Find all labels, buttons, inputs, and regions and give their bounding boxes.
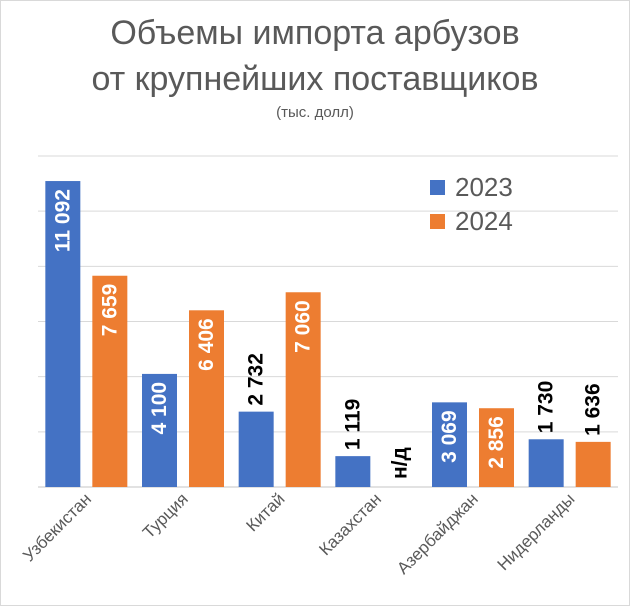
bar-2024-1 [189, 310, 224, 487]
data-label-na: н/д [388, 447, 411, 479]
data-label: 1 119 [341, 399, 364, 450]
data-label: 7 060 [292, 300, 315, 353]
data-label: 1 636 [582, 383, 605, 436]
bar-2023-2 [238, 411, 274, 487]
bar-2024-2 [285, 292, 321, 487]
data-label: 2 856 [485, 416, 508, 469]
category-label: Нидерланды [494, 489, 579, 574]
category-label: Азербайджан [393, 489, 482, 578]
legend-swatch-2024 [430, 214, 445, 229]
legend-item-2023: 2023 [430, 172, 513, 203]
legend-swatch-2023 [430, 180, 445, 195]
bar-2023-0 [45, 181, 81, 488]
data-label: 7 659 [98, 284, 121, 337]
data-label: 11 092 [51, 189, 74, 252]
legend-label-2023: 2023 [455, 172, 513, 202]
data-label: 2 732 [245, 353, 268, 406]
chart-title: Объемы импорта арбузов [110, 14, 520, 52]
category-label: Турция [139, 489, 192, 542]
data-label: 4 100 [148, 382, 171, 435]
bar-2024-0 [92, 275, 128, 487]
category-label: Китай [243, 489, 289, 535]
bar-2023-4 [432, 402, 467, 487]
category-label: Узбекистан [19, 489, 95, 565]
data-label: 6 406 [195, 318, 218, 371]
legend-label-2024: 2024 [455, 206, 513, 236]
bar-2023-1 [142, 373, 177, 487]
bar-2023-5 [528, 439, 564, 487]
data-label: 1 730 [535, 381, 558, 434]
bar-2024-5 [575, 441, 611, 487]
category-label: Казахстан [315, 489, 385, 559]
bar-2023-3 [335, 456, 371, 487]
chart-title-line2: от крупнейших поставщиков [91, 60, 539, 98]
data-label: 3 069 [438, 410, 461, 463]
legend-item-2024: 2024 [430, 206, 513, 237]
bar-2024-4 [479, 408, 514, 487]
chart-subtitle: (тыс. долл) [276, 104, 354, 121]
